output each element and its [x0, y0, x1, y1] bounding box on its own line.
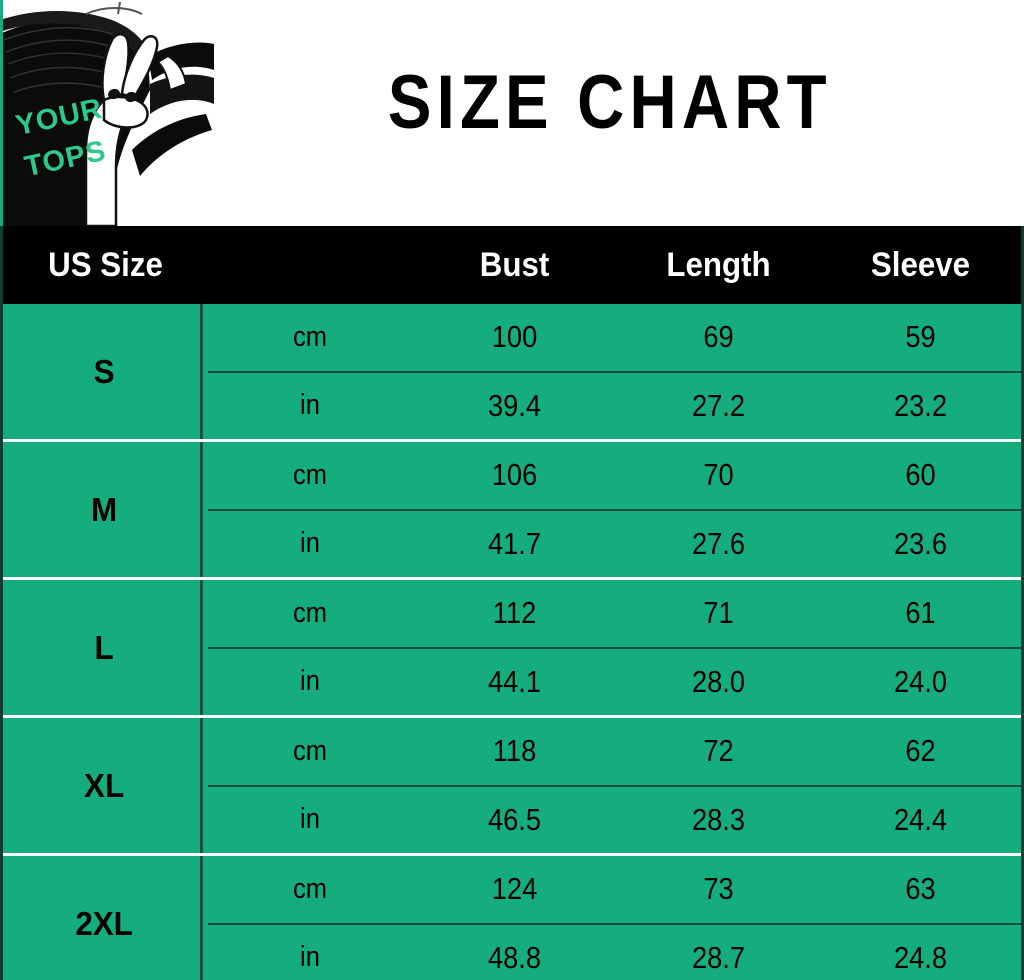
sleeve-value: 24.0 [893, 663, 948, 699]
length-value: 72 [703, 733, 734, 769]
sleeve-value: 24.8 [893, 939, 948, 975]
length-value: 71 [703, 595, 734, 631]
measurement-row-cm: cm 106 70 60 [208, 442, 1021, 511]
bust-value: 118 [492, 733, 537, 769]
unit-label: in [300, 527, 320, 560]
unit-label: cm [292, 734, 328, 767]
table-header-row: US Size Bust Length Sleeve [3, 226, 1021, 304]
measurement-row-in: in 48.8 28.7 24.8 [208, 925, 1021, 980]
size-label: 2XL [8, 856, 203, 980]
measurement-row-in: in 41.7 27.6 23.6 [208, 511, 1021, 578]
size-label: L [8, 580, 203, 715]
length-value: 28.3 [691, 801, 746, 837]
size-measurements: cm 106 70 60 in 41.7 27.6 23.6 [208, 442, 1021, 577]
unit-label: cm [292, 458, 328, 491]
bust-value: 41.7 [487, 525, 542, 561]
column-header-us-size: US Size [48, 245, 163, 284]
brand-logo-illustration: YOUR TOPS [0, 0, 222, 226]
length-value: 28.0 [691, 663, 746, 699]
unit-label: in [300, 665, 320, 698]
sleeve-value: 23.2 [893, 387, 948, 423]
size-chart-table: US Size Bust Length Sleeve S cm 100 69 5… [0, 226, 1024, 980]
unit-label: cm [292, 872, 328, 905]
measurement-row-cm: cm 100 69 59 [208, 304, 1021, 373]
unit-label: in [300, 389, 320, 422]
measurement-row-in: in 46.5 28.3 24.4 [208, 787, 1021, 854]
size-measurements: cm 118 72 62 in 46.5 28.3 24.4 [208, 718, 1021, 853]
length-value: 69 [703, 319, 734, 355]
column-header-bust: Bust [479, 245, 550, 284]
bust-value: 100 [491, 319, 538, 355]
size-measurements: cm 112 71 61 in 44.1 28.0 24.0 [208, 580, 1021, 715]
page-title: SIZE CHART [387, 60, 832, 145]
chart-banner: YOUR TOPS SIZE CHART [0, 0, 1024, 226]
unit-label: cm [292, 596, 328, 629]
table-row: L cm 112 71 61 in 44.1 28.0 24.0 [3, 580, 1021, 718]
bust-value: 112 [492, 595, 537, 631]
measurement-row-in: in 39.4 27.2 23.2 [208, 373, 1021, 440]
unit-label: cm [292, 320, 328, 353]
bust-value: 124 [491, 871, 538, 907]
sleeve-value: 61 [905, 595, 936, 631]
sleeve-value: 60 [905, 457, 936, 493]
bust-value: 48.8 [487, 939, 542, 975]
table-row: S cm 100 69 59 in 39.4 27.2 23.2 [3, 304, 1021, 442]
table-row: 2XL cm 124 73 63 in 48.8 28.7 24.8 [3, 856, 1021, 980]
length-value: 27.6 [691, 525, 746, 561]
sleeve-value: 59 [905, 319, 936, 355]
unit-label: in [300, 941, 320, 974]
measurement-row-in: in 44.1 28.0 24.0 [208, 649, 1021, 716]
measurement-row-cm: cm 118 72 62 [208, 718, 1021, 787]
size-measurements: cm 124 73 63 in 48.8 28.7 24.8 [208, 856, 1021, 980]
length-value: 28.7 [691, 939, 746, 975]
woman-peace-sign-icon [0, 0, 222, 226]
bust-value: 44.1 [487, 663, 542, 699]
bust-value: 39.4 [487, 387, 542, 423]
sleeve-value: 24.4 [893, 801, 948, 837]
measurement-row-cm: cm 124 73 63 [208, 856, 1021, 925]
length-value: 73 [703, 871, 734, 907]
sleeve-value: 23.6 [893, 525, 948, 561]
unit-label: in [300, 803, 320, 836]
bust-value: 106 [491, 457, 538, 493]
length-value: 70 [703, 457, 734, 493]
measurement-row-cm: cm 112 71 61 [208, 580, 1021, 649]
size-measurements: cm 100 69 59 in 39.4 27.2 23.2 [208, 304, 1021, 439]
table-row: M cm 106 70 60 in 41.7 27.6 23.6 [3, 442, 1021, 580]
column-header-sleeve: Sleeve [870, 245, 971, 284]
size-label: M [8, 442, 203, 577]
sleeve-value: 63 [905, 871, 936, 907]
bust-value: 46.5 [487, 801, 542, 837]
length-value: 27.2 [691, 387, 746, 423]
size-label: S [8, 304, 203, 439]
size-label: XL [8, 718, 203, 853]
table-row: XL cm 118 72 62 in 46.5 28.3 24.4 [3, 718, 1021, 856]
column-header-length: Length [666, 245, 771, 284]
sleeve-value: 62 [905, 733, 936, 769]
